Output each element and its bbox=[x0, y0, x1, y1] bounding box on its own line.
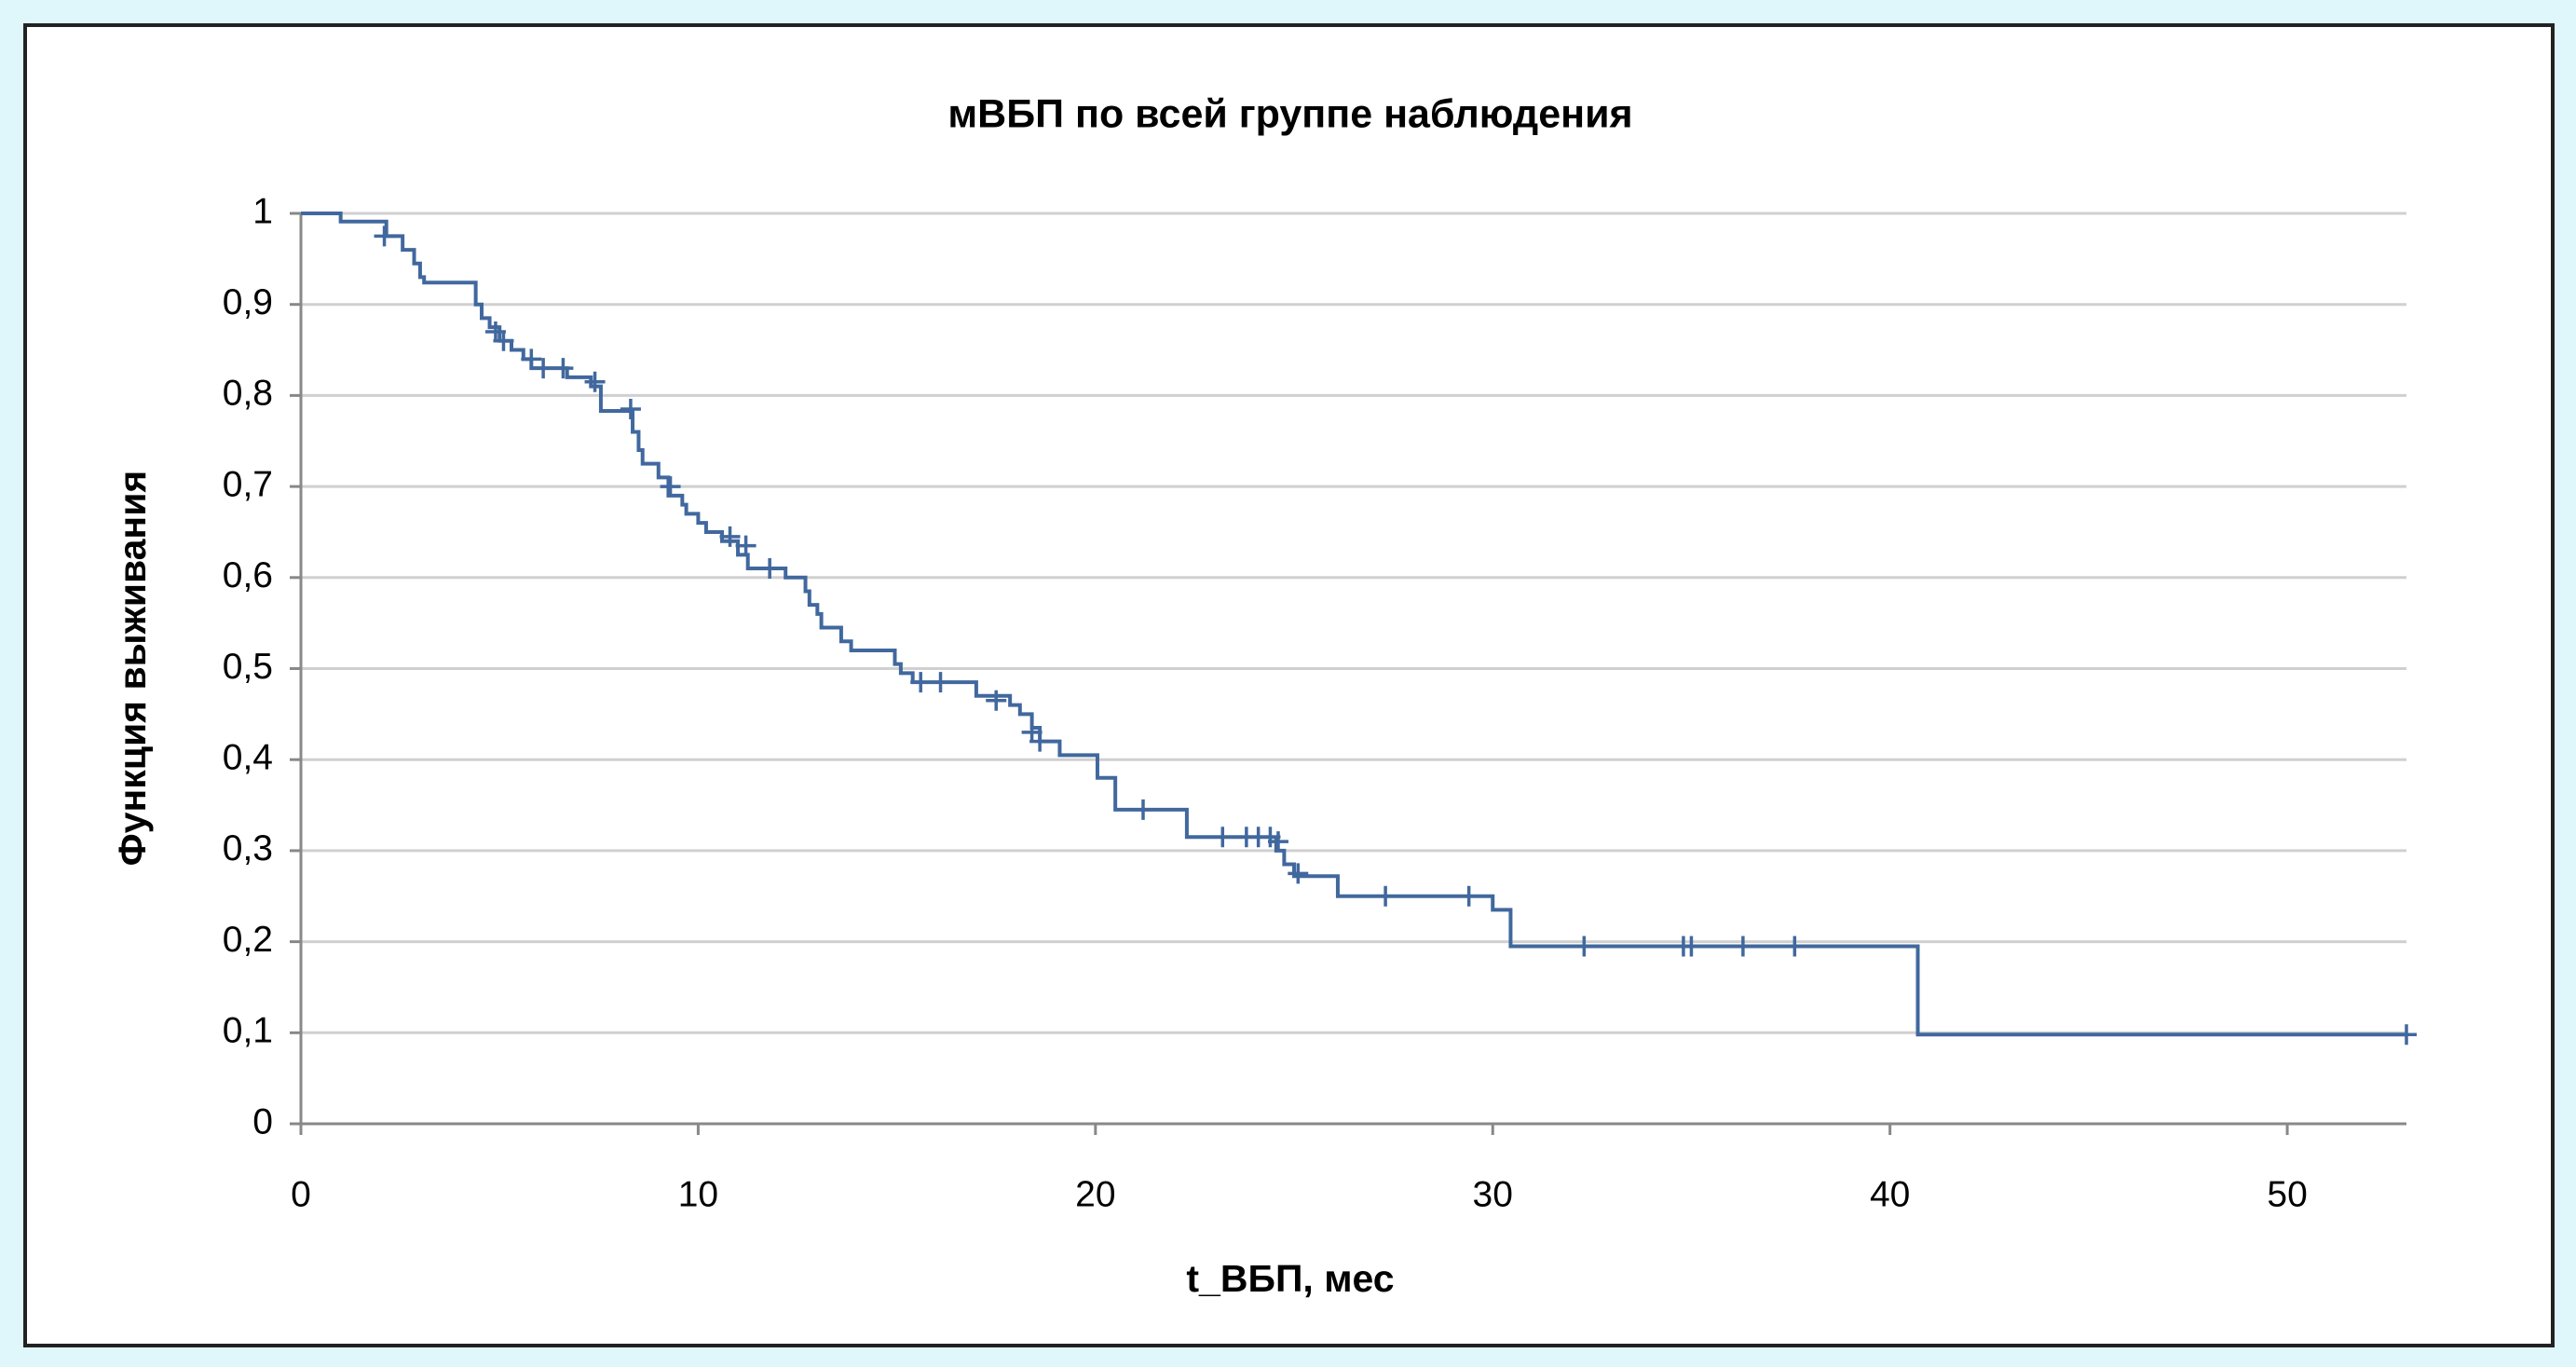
censor-mark bbox=[759, 558, 781, 580]
censor-mark bbox=[1288, 863, 1309, 884]
censor-mark bbox=[660, 476, 681, 498]
censor-mark bbox=[1212, 827, 1233, 848]
y-tick-label: 0,4 bbox=[223, 737, 273, 777]
y-tick-label: 0,1 bbox=[223, 1011, 273, 1051]
censor-mark bbox=[735, 535, 756, 556]
censor-mark bbox=[910, 672, 932, 693]
y-axis-label: Функция выживания bbox=[111, 471, 154, 867]
censor-mark bbox=[1375, 885, 1397, 907]
chart-panel bbox=[23, 23, 2555, 1347]
x-tick-label: 30 bbox=[1473, 1174, 1513, 1214]
y-tick-label: 0,5 bbox=[223, 647, 273, 687]
censor-mark bbox=[1784, 936, 1806, 957]
censor-mark bbox=[1732, 936, 1753, 957]
x-tick-label: 50 bbox=[2267, 1174, 2307, 1214]
censor-mark bbox=[493, 330, 514, 351]
y-tick-label: 0,6 bbox=[223, 555, 273, 595]
censor-mark bbox=[986, 690, 1007, 711]
y-tick-label: 0,2 bbox=[223, 920, 273, 960]
censor-mark bbox=[1574, 936, 1595, 957]
censor-mark bbox=[521, 349, 542, 370]
x-tick-label: 20 bbox=[1075, 1174, 1115, 1214]
censor-mark bbox=[1681, 936, 1702, 957]
y-tick-label: 0 bbox=[252, 1101, 273, 1141]
x-tick-label: 40 bbox=[1870, 1174, 1910, 1214]
chart-title: мВБП по всей группе наблюдения bbox=[947, 91, 1632, 136]
censor-mark bbox=[1458, 885, 1479, 907]
y-tick-label: 0,8 bbox=[223, 374, 273, 414]
y-tick-label: 1 bbox=[252, 191, 273, 231]
censor-mark bbox=[1133, 799, 1153, 820]
survival-curve bbox=[301, 212, 2406, 1037]
censor-mark bbox=[533, 358, 554, 379]
y-tick-label: 0,7 bbox=[223, 464, 273, 504]
censor-mark bbox=[552, 358, 574, 379]
censor-mark bbox=[1029, 731, 1051, 752]
censor-mark bbox=[620, 399, 641, 420]
x-tick-label: 10 bbox=[678, 1174, 718, 1214]
x-tick-label: 0 bbox=[291, 1174, 311, 1214]
censor-mark bbox=[584, 371, 606, 392]
censor-mark bbox=[2396, 1024, 2417, 1046]
censor-mark bbox=[1267, 831, 1288, 853]
x-axis-label: t_ВБП, мес bbox=[1186, 1257, 1394, 1300]
censor-mark bbox=[930, 672, 951, 693]
y-tick-label: 0,9 bbox=[223, 282, 273, 322]
censor-mark bbox=[719, 526, 741, 547]
y-tick-label: 0,3 bbox=[223, 828, 273, 868]
censor-mark bbox=[374, 226, 395, 247]
